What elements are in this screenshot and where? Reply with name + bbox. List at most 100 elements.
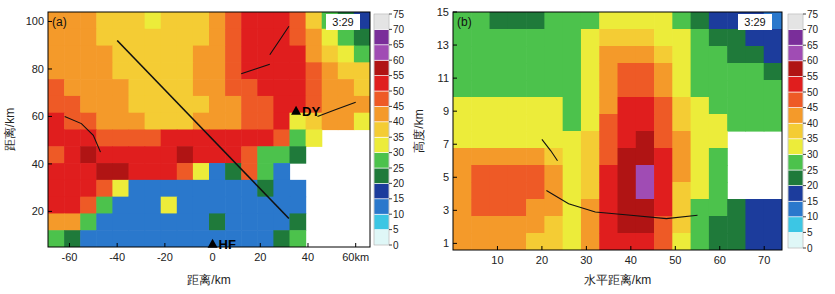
cell bbox=[672, 114, 691, 132]
cell bbox=[48, 96, 65, 113]
cell bbox=[581, 233, 600, 250]
cell bbox=[453, 114, 472, 132]
cell bbox=[526, 233, 545, 250]
cell bbox=[209, 146, 226, 163]
cell bbox=[193, 79, 210, 96]
colorbar-tick bbox=[803, 248, 806, 249]
cell bbox=[672, 80, 691, 98]
cell bbox=[508, 46, 527, 64]
y-tick-label: 11 bbox=[438, 72, 449, 84]
cell bbox=[636, 131, 655, 149]
cell bbox=[727, 46, 746, 64]
annotation-line bbox=[241, 64, 270, 74]
cell bbox=[354, 29, 370, 46]
cell bbox=[563, 80, 582, 98]
cell bbox=[727, 216, 746, 234]
cell bbox=[354, 79, 370, 96]
cell bbox=[322, 113, 339, 130]
cell bbox=[225, 213, 242, 230]
cell bbox=[225, 96, 242, 113]
cell bbox=[709, 233, 728, 250]
cell bbox=[563, 12, 582, 30]
cell bbox=[80, 12, 97, 29]
cell bbox=[209, 197, 226, 214]
cell bbox=[322, 62, 339, 79]
y-tick-label: 1 bbox=[443, 237, 449, 249]
y-tick bbox=[453, 111, 457, 112]
cell bbox=[225, 62, 242, 79]
cell bbox=[64, 146, 81, 163]
cell bbox=[48, 213, 65, 230]
cell bbox=[691, 216, 710, 234]
cell bbox=[129, 213, 146, 230]
cell bbox=[544, 148, 563, 166]
y-tick bbox=[48, 211, 52, 212]
figure: -60-40-200204060km20406080100距离/km距离/km(… bbox=[0, 0, 835, 294]
colorbar-label: 25 bbox=[393, 163, 405, 174]
time-label: 3:29 bbox=[744, 16, 765, 28]
cell bbox=[96, 46, 113, 63]
cell bbox=[112, 96, 129, 113]
x-tick bbox=[497, 246, 498, 250]
cell bbox=[618, 165, 637, 183]
colorbar-label: 5 bbox=[807, 227, 813, 238]
cell bbox=[490, 216, 509, 234]
cell bbox=[273, 130, 290, 147]
cell bbox=[290, 213, 307, 230]
colorbar-tick bbox=[803, 76, 806, 77]
cell bbox=[764, 29, 782, 47]
y-tick bbox=[48, 68, 52, 69]
cell bbox=[290, 29, 307, 46]
y-tick bbox=[48, 116, 52, 117]
cell bbox=[96, 113, 113, 130]
cell bbox=[241, 180, 258, 197]
cell bbox=[48, 230, 65, 247]
x-tick bbox=[69, 243, 70, 247]
cell bbox=[581, 12, 600, 30]
cell bbox=[544, 63, 563, 81]
cell bbox=[241, 96, 258, 113]
cell bbox=[599, 131, 618, 149]
cell bbox=[618, 46, 637, 64]
colorbar-tick bbox=[803, 232, 806, 233]
colorbar-label: 0 bbox=[807, 243, 813, 254]
cell bbox=[654, 148, 673, 166]
colorbar-tick bbox=[389, 168, 392, 169]
cell bbox=[80, 46, 97, 63]
cell bbox=[80, 197, 97, 214]
cell bbox=[225, 180, 242, 197]
cell bbox=[654, 29, 673, 47]
x-tick bbox=[719, 246, 720, 250]
cell bbox=[544, 80, 563, 98]
time-label: 3:29 bbox=[332, 16, 353, 28]
cell bbox=[490, 233, 509, 250]
cell bbox=[526, 63, 545, 81]
cell bbox=[672, 29, 691, 47]
cell bbox=[145, 146, 162, 163]
colorbar-label: 50 bbox=[393, 86, 405, 97]
plot-area bbox=[453, 12, 782, 250]
cell bbox=[290, 180, 307, 197]
cell bbox=[636, 233, 655, 250]
cell bbox=[654, 114, 673, 132]
colorbar-label: 60 bbox=[807, 55, 819, 66]
cell bbox=[654, 12, 673, 30]
colorbar-bin bbox=[788, 108, 803, 124]
cell bbox=[526, 29, 545, 47]
cell bbox=[306, 46, 323, 63]
cell bbox=[453, 29, 472, 47]
x-tick-label: 40 bbox=[625, 254, 637, 266]
cell bbox=[453, 63, 472, 81]
x-tick bbox=[260, 243, 261, 247]
cell bbox=[273, 230, 290, 247]
cell bbox=[290, 46, 307, 63]
cell bbox=[471, 12, 490, 30]
colorbar-label: 30 bbox=[393, 147, 405, 158]
cell bbox=[145, 29, 162, 46]
colorbar-bin bbox=[374, 106, 389, 121]
cell bbox=[64, 213, 81, 230]
cell bbox=[177, 130, 194, 147]
cell bbox=[273, 79, 290, 96]
colorbar-bin bbox=[788, 217, 803, 233]
cell bbox=[145, 163, 162, 180]
